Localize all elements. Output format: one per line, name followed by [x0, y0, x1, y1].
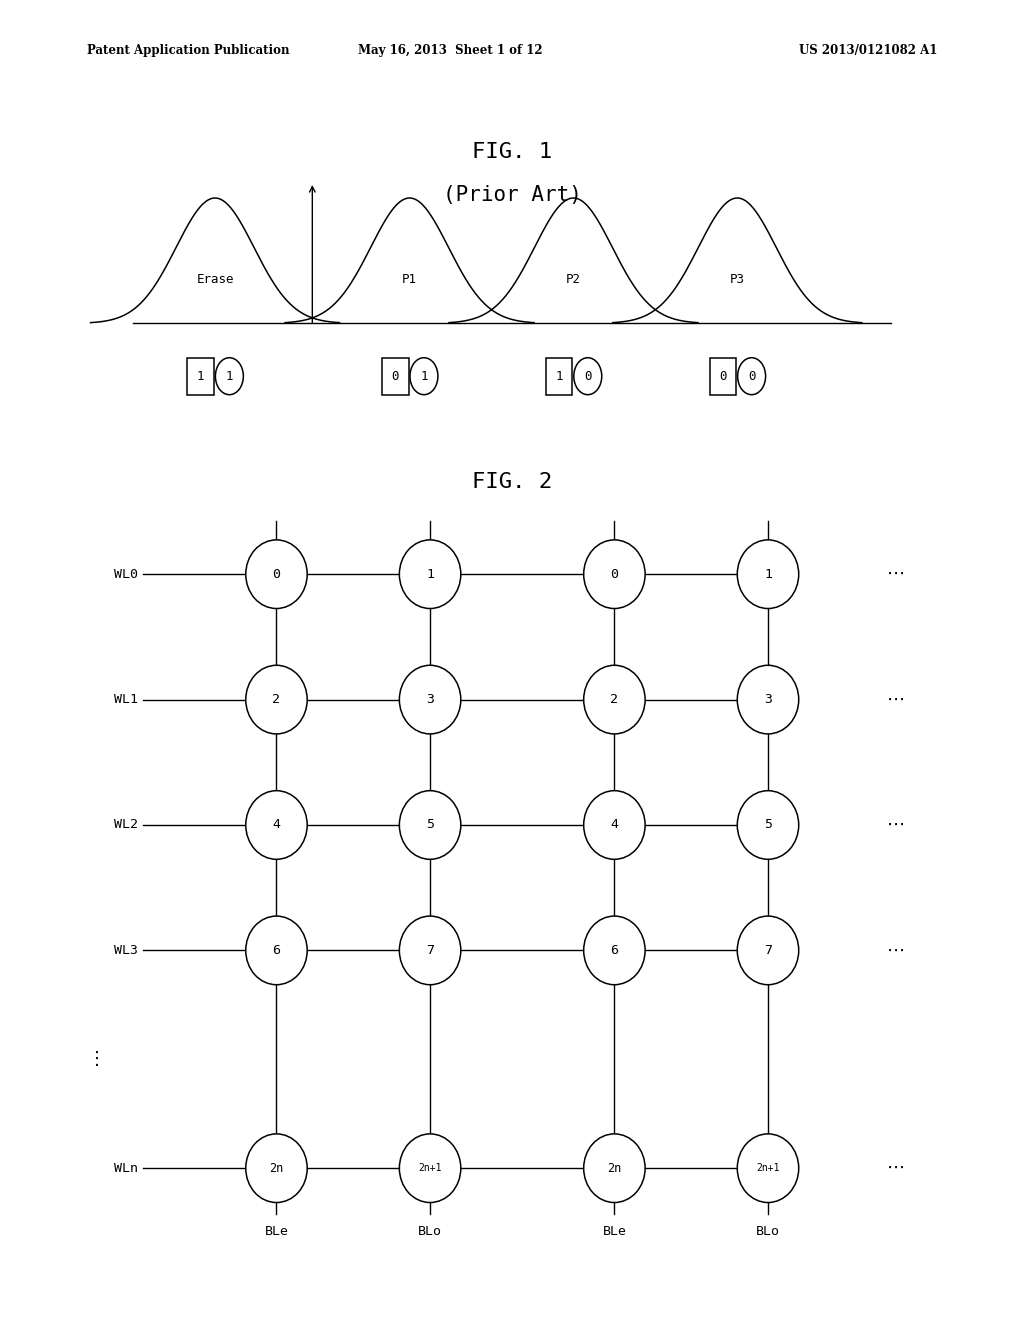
Text: 5: 5	[764, 818, 772, 832]
Text: WL0: WL0	[115, 568, 138, 581]
Text: 1: 1	[764, 568, 772, 581]
Ellipse shape	[410, 358, 438, 395]
Ellipse shape	[246, 791, 307, 859]
Text: 4: 4	[272, 818, 281, 832]
Text: WL2: WL2	[115, 818, 138, 832]
Text: 6: 6	[610, 944, 618, 957]
Text: BLo: BLo	[418, 1225, 442, 1238]
Ellipse shape	[399, 540, 461, 609]
Text: US 2013/0121082 A1: US 2013/0121082 A1	[799, 44, 937, 57]
Ellipse shape	[215, 358, 244, 395]
Text: P3: P3	[730, 273, 744, 286]
Text: ⋯: ⋯	[887, 690, 905, 709]
Text: 0: 0	[719, 370, 727, 383]
Text: P1: P1	[402, 273, 417, 286]
Text: 3: 3	[764, 693, 772, 706]
Text: FIG. 1: FIG. 1	[472, 141, 552, 162]
Bar	[546, 358, 572, 395]
Text: 6: 6	[272, 944, 281, 957]
Ellipse shape	[737, 1134, 799, 1203]
Text: ⋯: ⋯	[887, 816, 905, 834]
Text: 0: 0	[272, 568, 281, 581]
Text: WL1: WL1	[115, 693, 138, 706]
Text: 4: 4	[610, 818, 618, 832]
Text: May 16, 2013  Sheet 1 of 12: May 16, 2013 Sheet 1 of 12	[358, 44, 543, 57]
Text: 1: 1	[555, 370, 563, 383]
Text: BLe: BLe	[264, 1225, 289, 1238]
Text: 1: 1	[426, 568, 434, 581]
Text: 2n+1: 2n+1	[757, 1163, 779, 1173]
Bar	[710, 358, 736, 395]
Ellipse shape	[246, 540, 307, 609]
Text: 1: 1	[225, 370, 233, 383]
Text: 0: 0	[748, 370, 756, 383]
Text: BLo: BLo	[756, 1225, 780, 1238]
Ellipse shape	[584, 540, 645, 609]
Text: WLn: WLn	[115, 1162, 138, 1175]
Bar	[382, 358, 409, 395]
Ellipse shape	[573, 358, 602, 395]
Text: ⋯: ⋯	[887, 1159, 905, 1177]
Text: ⋯: ⋯	[887, 565, 905, 583]
Text: 2: 2	[272, 693, 281, 706]
Text: 7: 7	[426, 944, 434, 957]
Ellipse shape	[584, 1134, 645, 1203]
Text: 0: 0	[610, 568, 618, 581]
Text: 0: 0	[391, 370, 399, 383]
Ellipse shape	[246, 916, 307, 985]
Ellipse shape	[737, 916, 799, 985]
Text: (Prior Art): (Prior Art)	[442, 185, 582, 206]
Text: 2n: 2n	[269, 1162, 284, 1175]
Text: FIG. 2: FIG. 2	[472, 471, 552, 492]
Ellipse shape	[399, 665, 461, 734]
Ellipse shape	[737, 540, 799, 609]
Text: 3: 3	[426, 693, 434, 706]
Text: 2n+1: 2n+1	[419, 1163, 441, 1173]
Ellipse shape	[246, 1134, 307, 1203]
Text: 2n: 2n	[607, 1162, 622, 1175]
Text: 5: 5	[426, 818, 434, 832]
Text: 1: 1	[420, 370, 428, 383]
Text: BLe: BLe	[602, 1225, 627, 1238]
Text: Erase: Erase	[197, 273, 233, 286]
Ellipse shape	[584, 665, 645, 734]
Ellipse shape	[399, 916, 461, 985]
Text: 2: 2	[610, 693, 618, 706]
Ellipse shape	[584, 791, 645, 859]
Bar	[187, 358, 214, 395]
Ellipse shape	[246, 665, 307, 734]
Text: 7: 7	[764, 944, 772, 957]
Ellipse shape	[399, 1134, 461, 1203]
Text: Patent Application Publication: Patent Application Publication	[87, 44, 290, 57]
Text: 1: 1	[197, 370, 205, 383]
Ellipse shape	[737, 665, 799, 734]
Text: ⋯: ⋯	[887, 941, 905, 960]
Ellipse shape	[584, 916, 645, 985]
Text: ⋮: ⋮	[88, 1051, 106, 1068]
Ellipse shape	[737, 358, 766, 395]
Ellipse shape	[399, 791, 461, 859]
Text: P2: P2	[566, 273, 581, 286]
Text: 0: 0	[584, 370, 592, 383]
Text: WL3: WL3	[115, 944, 138, 957]
Ellipse shape	[737, 791, 799, 859]
